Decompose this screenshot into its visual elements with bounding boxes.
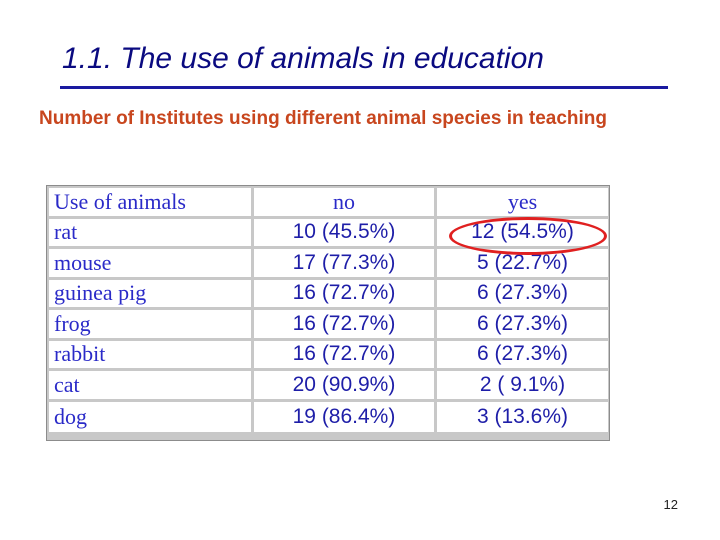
no-cell: 16 (72.7%) [254,279,437,310]
animal-cell: frog [49,310,254,341]
animal-cell: guinea pig [49,279,254,310]
animal-use-table: Use of animals no yes rat 10 (45.5%) 12 … [49,188,608,432]
yes-cell: 2 ( 9.1%) [437,371,608,402]
yes-cell: 12 (54.5%) [437,218,608,249]
table-row: frog 16 (72.7%) 6 (27.3%) [49,310,608,341]
header-use-of-animals: Use of animals [49,188,254,219]
no-cell: 20 (90.9%) [254,371,437,402]
yes-cell: 3 (13.6%) [437,401,608,432]
table-row: guinea pig 16 (72.7%) 6 (27.3%) [49,279,608,310]
slide-title: 1.1. The use of animals in education [62,42,544,75]
animal-cell: cat [49,371,254,402]
table-row: cat 20 (90.9%) 2 ( 9.1%) [49,371,608,402]
page-number: 12 [663,497,678,512]
yes-cell: 6 (27.3%) [437,279,608,310]
table-header-row: Use of animals no yes [49,188,608,219]
no-cell: 16 (72.7%) [254,340,437,371]
table-row: mouse 17 (77.3%) 5 (22.7%) [49,249,608,280]
yes-cell: 5 (22.7%) [437,249,608,280]
no-cell: 19 (86.4%) [254,401,437,432]
animal-cell: dog [49,401,254,432]
no-cell: 10 (45.5%) [254,218,437,249]
table-row: rabbit 16 (72.7%) 6 (27.3%) [49,340,608,371]
slide-subtitle: Number of Institutes using different ani… [39,108,607,129]
table-row: rat 10 (45.5%) 12 (54.5%) [49,218,608,249]
animal-cell: rat [49,218,254,249]
header-no: no [254,188,437,219]
animal-cell: mouse [49,249,254,280]
yes-cell: 6 (27.3%) [437,310,608,341]
header-yes: yes [437,188,608,219]
table-row: dog 19 (86.4%) 3 (13.6%) [49,401,608,432]
no-cell: 17 (77.3%) [254,249,437,280]
no-cell: 16 (72.7%) [254,310,437,341]
yes-cell: 6 (27.3%) [437,340,608,371]
animal-cell: rabbit [49,340,254,371]
title-underline [60,86,668,89]
